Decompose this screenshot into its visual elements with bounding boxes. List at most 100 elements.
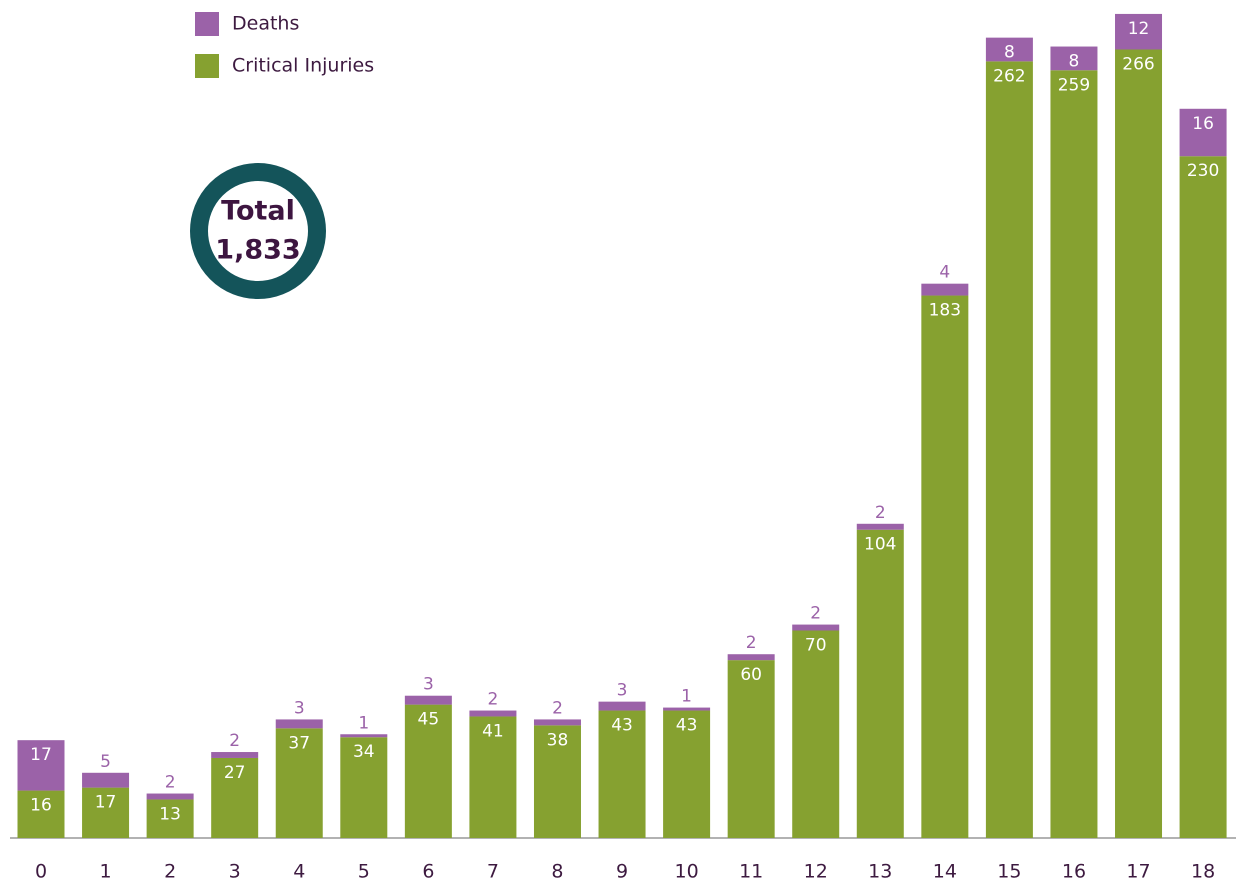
total-ring	[190, 163, 326, 299]
x-tick-label: 6	[422, 861, 434, 882]
bar-segment	[469, 710, 517, 717]
bar-segment	[275, 719, 323, 729]
value-label: 43	[676, 716, 698, 736]
value-label: 259	[1058, 75, 1090, 95]
value-label: 3	[294, 698, 305, 718]
bar-segment	[82, 772, 130, 788]
x-tick-label: 15	[997, 861, 1021, 882]
value-label: 27	[224, 763, 246, 783]
value-label: 3	[617, 681, 628, 701]
bar-segment	[404, 695, 452, 705]
value-label: 41	[482, 721, 504, 741]
value-label: 1	[358, 713, 369, 733]
value-label: 2	[488, 690, 499, 710]
x-tick-label: 8	[551, 861, 563, 882]
x-tick-label: 7	[487, 861, 499, 882]
value-label: 2	[746, 633, 757, 653]
bar-segment	[598, 710, 646, 838]
value-label: 8	[1004, 43, 1015, 63]
x-tick-label: 1	[100, 861, 112, 882]
bar-segment	[404, 704, 452, 838]
x-tick-label: 2	[164, 861, 176, 882]
x-tick-label: 17	[1126, 861, 1150, 882]
bar-segment	[1115, 49, 1163, 838]
x-tick-label: 13	[868, 861, 892, 882]
x-tick-label: 18	[1191, 861, 1215, 882]
bar-segment	[727, 660, 775, 838]
value-label: 70	[805, 636, 827, 656]
legend-label: Deaths	[232, 13, 299, 35]
bar-segment	[146, 793, 194, 800]
value-label: 5	[100, 752, 111, 772]
bar-segment	[598, 701, 646, 711]
value-label: 262	[993, 66, 1025, 86]
value-label: 183	[929, 301, 961, 321]
value-label: 16	[1192, 114, 1214, 134]
value-label: 3	[423, 675, 434, 695]
bar-segment	[792, 630, 840, 838]
legend-swatch	[195, 54, 219, 78]
total-value: 1,833	[215, 235, 300, 266]
value-label: 43	[611, 716, 633, 736]
bar-segment	[340, 737, 388, 838]
value-label: 38	[547, 730, 569, 750]
value-label: 104	[864, 535, 896, 555]
value-label: 1	[681, 687, 692, 707]
value-label: 2	[165, 773, 176, 793]
value-label: 12	[1128, 19, 1150, 39]
value-label: 37	[288, 733, 310, 753]
bar-segment	[340, 734, 388, 738]
value-label: 45	[418, 710, 440, 730]
bar-segment	[921, 295, 969, 838]
value-label: 16	[30, 796, 52, 816]
bar-segment	[663, 710, 711, 838]
value-label: 34	[353, 742, 375, 762]
value-label: 2	[875, 503, 886, 523]
legend-swatch	[195, 12, 219, 36]
bar-segment	[856, 523, 904, 530]
total-label: Total	[221, 196, 295, 227]
bar-segment	[1115, 13, 1163, 50]
bar-segment	[82, 787, 130, 838]
bar-segment	[146, 799, 194, 838]
legend-label: Critical Injuries	[232, 55, 374, 77]
bar-segment	[921, 283, 969, 296]
value-label: 2	[229, 731, 240, 751]
value-label: 17	[95, 793, 117, 813]
bar-segment	[856, 529, 904, 838]
bar-segment	[985, 37, 1033, 62]
bar-segment	[792, 624, 840, 631]
bar-segment	[469, 716, 517, 838]
x-tick-label: 16	[1062, 861, 1086, 882]
bar-segment	[211, 757, 259, 838]
x-tick-label: 3	[229, 861, 241, 882]
bar-segment	[727, 654, 775, 661]
value-label: 230	[1187, 161, 1219, 181]
x-tick-label: 14	[933, 861, 957, 882]
x-tick-label: 4	[293, 861, 305, 882]
x-tick-label: 5	[358, 861, 370, 882]
bar-segment	[985, 61, 1033, 839]
value-label: 2	[810, 604, 821, 624]
bar-segment	[1050, 46, 1098, 71]
value-label: 17	[30, 745, 52, 765]
x-tick-label: 9	[616, 861, 628, 882]
value-label: 8	[1069, 52, 1080, 72]
value-label: 13	[159, 804, 181, 824]
x-tick-label: 12	[804, 861, 828, 882]
bar-segment	[1179, 156, 1227, 838]
bar-segment	[1050, 70, 1098, 838]
value-label: 2	[552, 698, 563, 718]
bar-segment	[275, 728, 323, 838]
bar-segment	[1179, 108, 1227, 157]
bar-segment	[211, 752, 259, 758]
x-tick-label: 10	[675, 861, 699, 882]
value-label: 266	[1122, 55, 1154, 75]
bar-segment	[533, 725, 581, 838]
x-tick-label: 11	[739, 861, 763, 882]
bar-segment	[533, 719, 581, 726]
bar-segment	[17, 790, 65, 838]
bar-segment	[17, 740, 65, 791]
bar-segment	[663, 707, 711, 711]
